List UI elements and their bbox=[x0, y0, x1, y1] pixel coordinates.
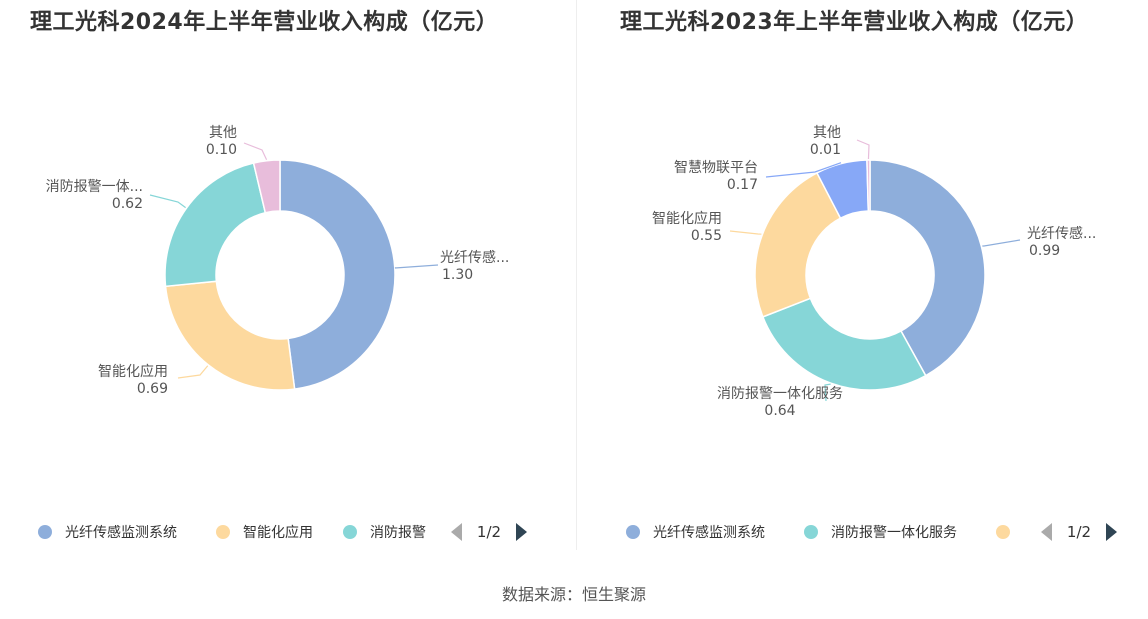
slice-label: 消防报警一体... bbox=[46, 179, 143, 195]
chart-title-2024: 理工光科2024年上半年营业收入构成（亿元） bbox=[30, 10, 499, 35]
chart-divider bbox=[576, 0, 577, 550]
legend-label[interactable]: 智能化应用 bbox=[243, 524, 313, 541]
chart-legend: 光纤传感监测系统 智能化应用 消防报警 1/2 bbox=[38, 523, 527, 541]
pie-slice[interactable] bbox=[164, 280, 296, 391]
slice-value: 1.30 bbox=[442, 267, 473, 283]
slice-value: 0.10 bbox=[206, 142, 237, 158]
slice-label: 智能化应用 bbox=[652, 210, 722, 227]
label-leader-line bbox=[149, 194, 186, 209]
label-leader-line bbox=[394, 264, 439, 269]
label-leader-line bbox=[765, 162, 842, 178]
legend-page-indicator: 1/2 bbox=[477, 523, 501, 541]
slice-label: 智慧物联平台 bbox=[674, 160, 758, 176]
slice-label: 消防报警一体化服务 bbox=[717, 386, 843, 402]
chart-title-2023: 理工光科2023年上半年营业收入构成（亿元） bbox=[620, 10, 1089, 35]
pie-slice[interactable] bbox=[866, 159, 871, 212]
legend-swatch[interactable] bbox=[216, 525, 230, 539]
chart-legend: 光纤传感监测系统 消防报警一体化服务 1/2 bbox=[626, 523, 1117, 541]
slice-label: 光纤传感... bbox=[440, 249, 509, 266]
slice-value: 0.62 bbox=[112, 196, 143, 212]
pie-slice[interactable] bbox=[279, 159, 396, 390]
slice-value: 0.17 bbox=[727, 177, 758, 193]
label-leader-line bbox=[243, 142, 268, 161]
label-leader-line bbox=[177, 365, 209, 379]
legend-prev-arrow-icon[interactable] bbox=[1041, 523, 1052, 541]
legend-swatch[interactable] bbox=[996, 525, 1010, 539]
label-leader-line bbox=[856, 139, 870, 160]
slice-label: 智能化应用 bbox=[98, 363, 168, 380]
slice-label: 其他 bbox=[813, 125, 841, 141]
pie-slice[interactable] bbox=[164, 162, 267, 288]
legend-next-arrow-icon[interactable] bbox=[1106, 523, 1117, 541]
legend-page-indicator: 1/2 bbox=[1067, 523, 1091, 541]
donut-charts-svg: 光纤传感...1.30智能化应用0.69消防报警一体...0.62其他0.10光… bbox=[38, 125, 1117, 541]
slice-label: 光纤传感... bbox=[1027, 225, 1096, 242]
slice-value: 0.01 bbox=[810, 142, 841, 158]
legend-swatch[interactable] bbox=[38, 525, 52, 539]
slice-value: 0.64 bbox=[764, 403, 795, 419]
legend-next-arrow-icon[interactable] bbox=[516, 523, 527, 541]
slice-value: 0.69 bbox=[137, 381, 168, 397]
legend-swatch[interactable] bbox=[626, 525, 640, 539]
label-leader-line bbox=[729, 230, 762, 235]
legend-label[interactable]: 消防报警 bbox=[370, 525, 426, 541]
legend-label[interactable]: 消防报警一体化服务 bbox=[831, 525, 957, 541]
legend-swatch[interactable] bbox=[343, 525, 357, 539]
legend-swatch[interactable] bbox=[804, 525, 818, 539]
pie-slice[interactable] bbox=[761, 297, 927, 391]
slice-value: 0.99 bbox=[1029, 243, 1060, 259]
legend-label[interactable]: 光纤传感监测系统 bbox=[653, 524, 765, 541]
pie-slice[interactable] bbox=[252, 159, 281, 214]
label-leader-line bbox=[982, 239, 1021, 247]
donut-chart-2: 光纤传感...0.99消防报警一体化服务0.64智能化应用0.55智慧物联平台0… bbox=[652, 125, 1096, 419]
pie-slice[interactable] bbox=[869, 159, 986, 377]
label-leader-line bbox=[824, 383, 831, 402]
legend-prev-arrow-icon[interactable] bbox=[451, 523, 462, 541]
legend-label[interactable]: 光纤传感监测系统 bbox=[65, 524, 177, 541]
data-source: 数据来源：恒生聚源 bbox=[501, 585, 646, 604]
slice-value: 0.55 bbox=[691, 228, 722, 244]
slice-label: 其他 bbox=[209, 125, 237, 141]
